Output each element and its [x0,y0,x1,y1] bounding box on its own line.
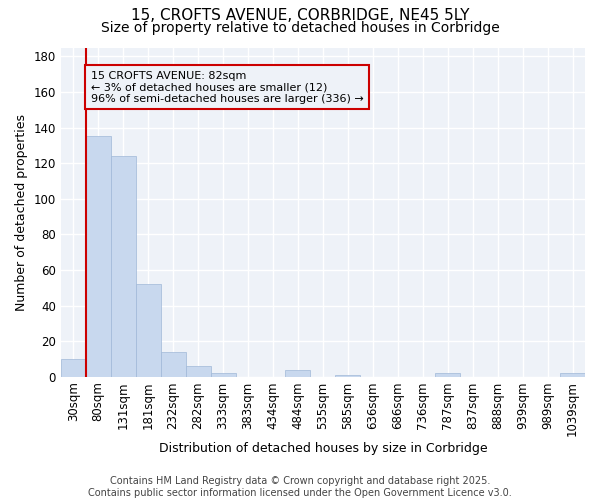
Bar [136,284,161,376]
Text: 15 CROFTS AVENUE: 82sqm
← 3% of detached houses are smaller (12)
96% of semi-det: 15 CROFTS AVENUE: 82sqm ← 3% of detached… [91,70,364,104]
X-axis label: Distribution of detached houses by size in Corbridge: Distribution of detached houses by size … [158,442,487,455]
Bar [286,370,310,376]
Bar [185,366,211,376]
Y-axis label: Number of detached properties: Number of detached properties [15,114,28,310]
Text: Contains HM Land Registry data © Crown copyright and database right 2025.
Contai: Contains HM Land Registry data © Crown c… [88,476,512,498]
Bar [86,136,111,376]
Bar [211,373,236,376]
Text: 15, CROFTS AVENUE, CORBRIDGE, NE45 5LY: 15, CROFTS AVENUE, CORBRIDGE, NE45 5LY [131,8,469,22]
Bar [61,359,86,376]
Bar [560,373,585,376]
Bar [335,375,361,376]
Bar [111,156,136,376]
Bar [161,352,185,376]
Bar [435,373,460,376]
Text: Size of property relative to detached houses in Corbridge: Size of property relative to detached ho… [101,21,499,35]
